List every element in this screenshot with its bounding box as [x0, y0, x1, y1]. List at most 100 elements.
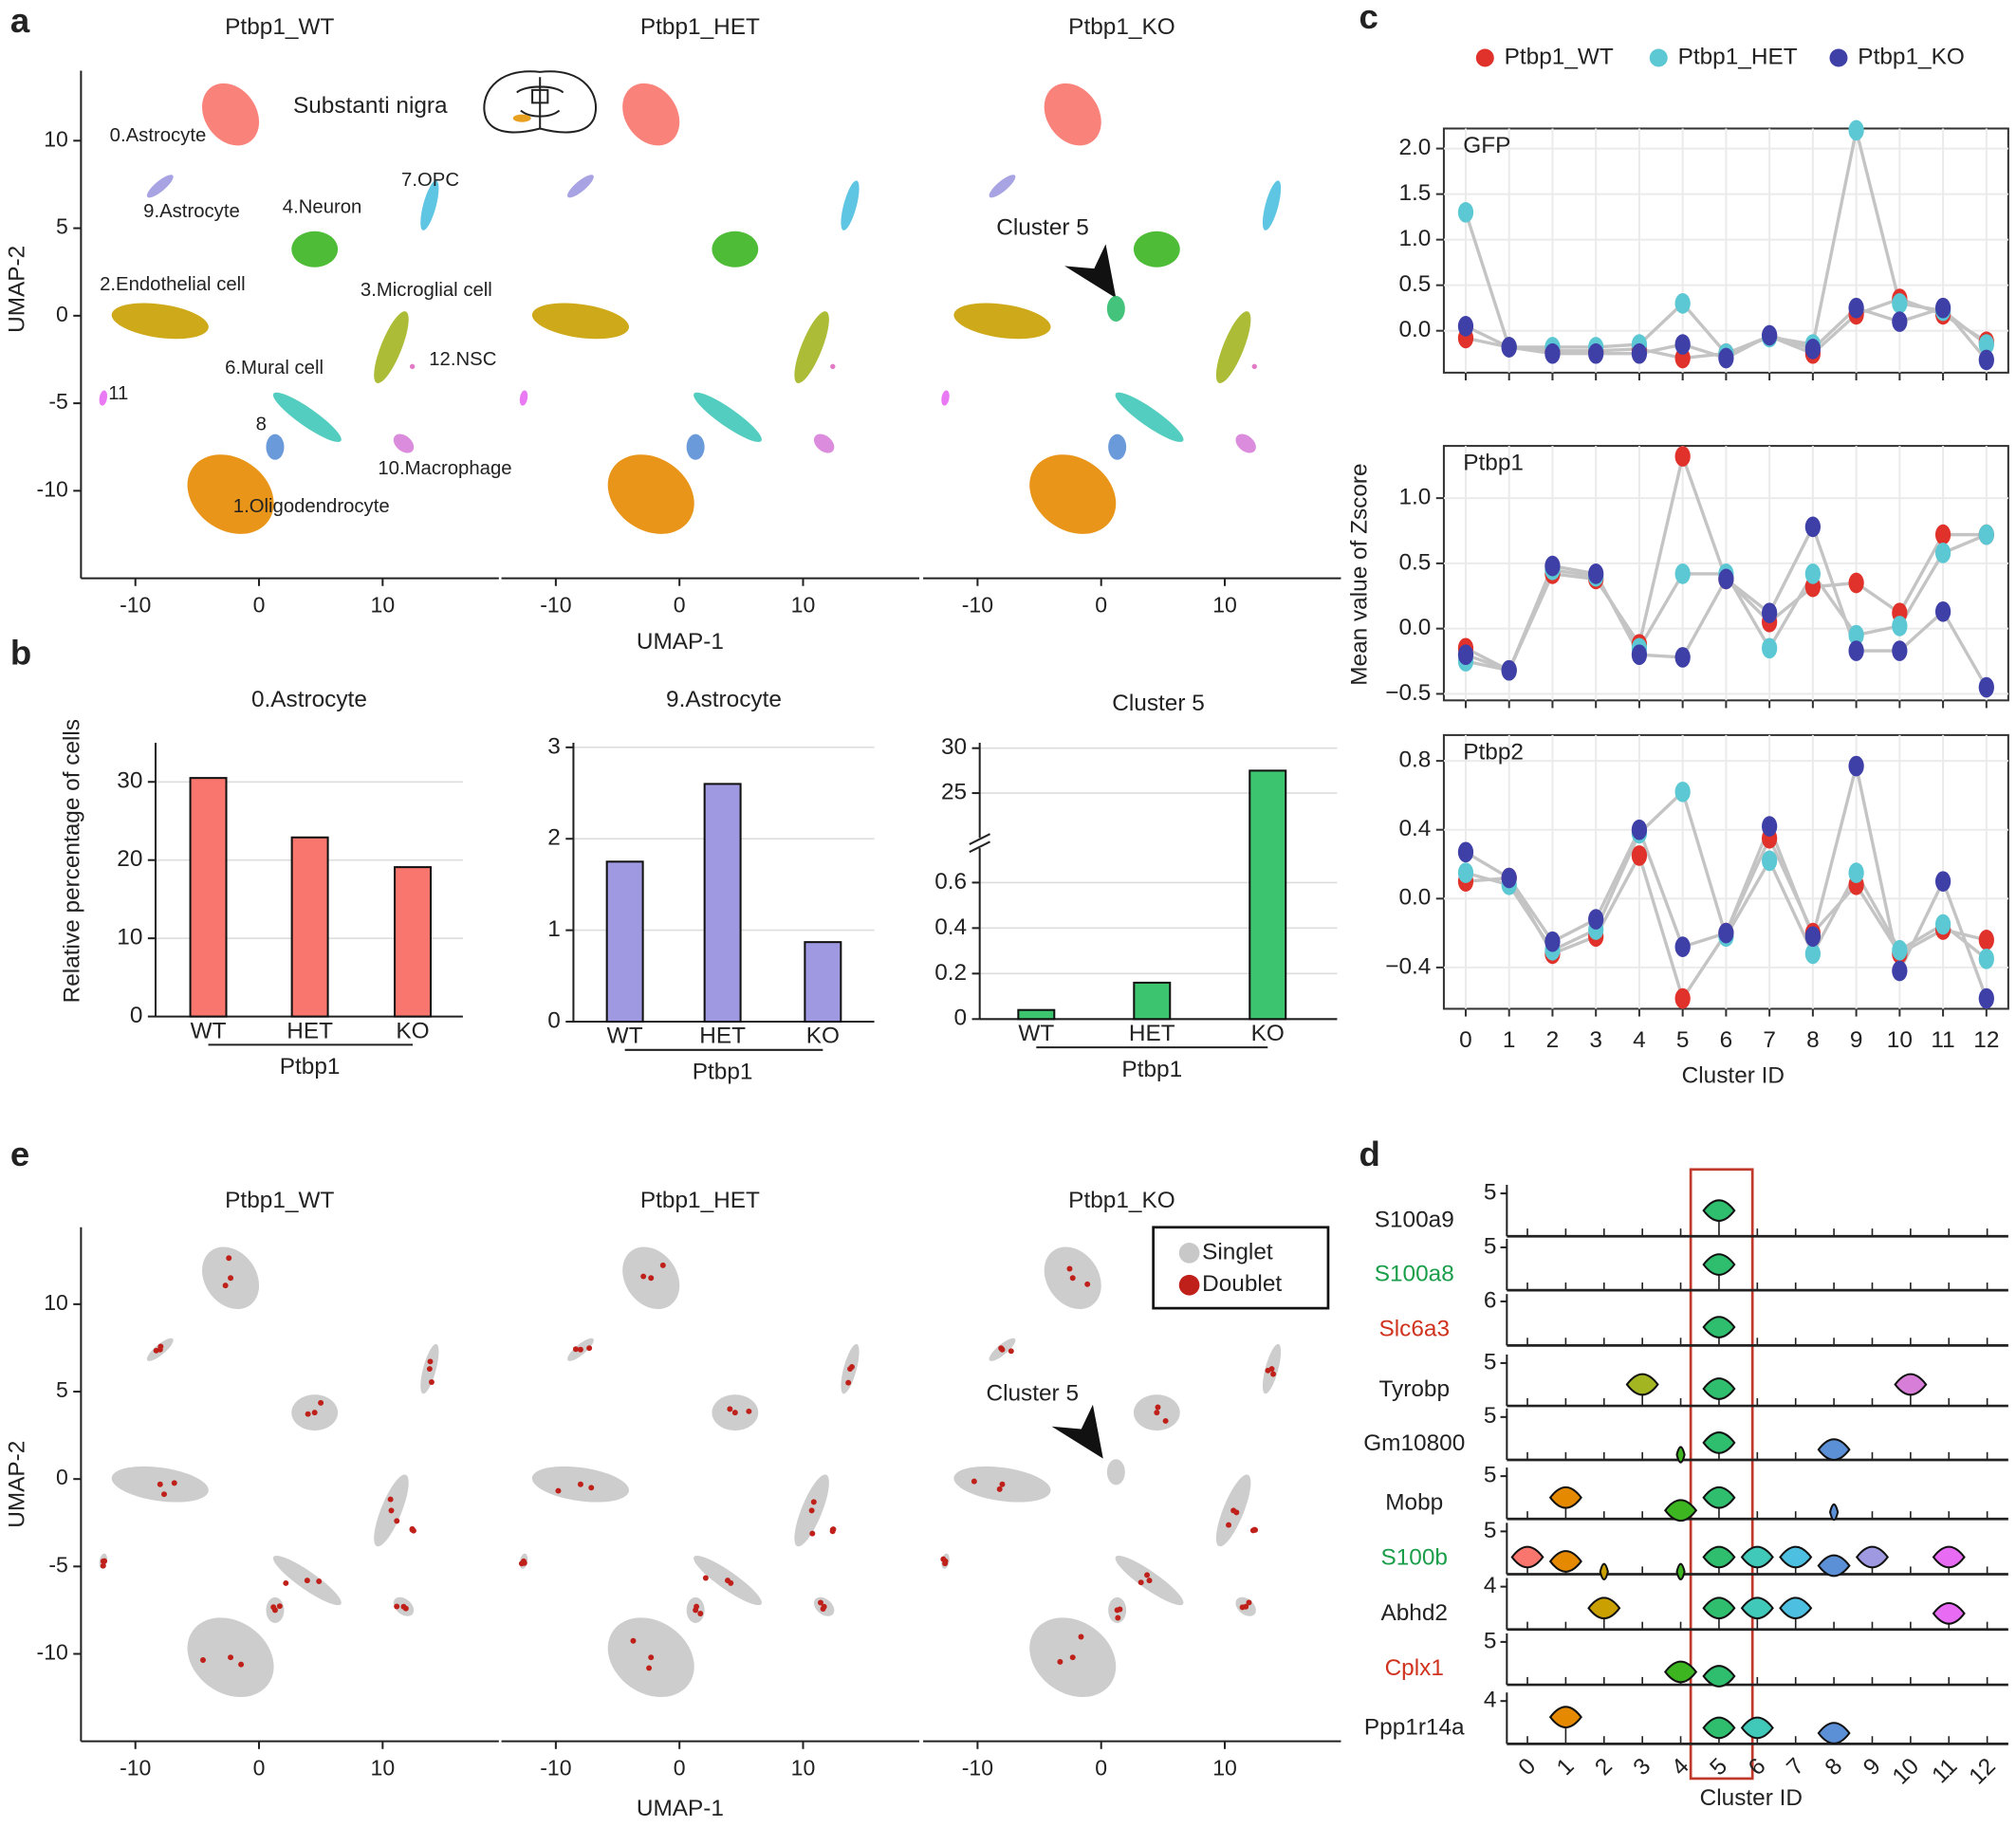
point [1892, 293, 1908, 314]
legend-marker [1649, 48, 1668, 67]
brain-ventricle [531, 88, 549, 104]
y-tick-label: 30 [117, 768, 142, 794]
cluster-label: 10.Macrophage [378, 458, 511, 479]
x-tick-label: -10 [120, 1756, 151, 1781]
cluster [1106, 1459, 1125, 1486]
cluster [409, 363, 416, 370]
y-tick-label: 25 [941, 780, 967, 805]
point [1978, 524, 1994, 545]
violin [1828, 1503, 1840, 1522]
x-tick-label: 2 [1546, 1027, 1560, 1053]
y-tick-label: 6 [1484, 1287, 1497, 1313]
point [1934, 524, 1951, 545]
doublet-dot [161, 1491, 167, 1498]
point [1762, 324, 1778, 346]
y-tick-label: -10 [37, 476, 68, 501]
cluster [953, 303, 1051, 340]
cluster [111, 303, 209, 340]
cluster-label: 2.Endothelial cell [100, 274, 246, 295]
doublet-dot [394, 1603, 400, 1610]
cluster [712, 231, 759, 268]
doublet-dot [659, 1262, 666, 1268]
y-tick-label: 1 [547, 916, 561, 942]
cluster [841, 180, 860, 231]
y-tick-label: -5 [48, 389, 67, 414]
cluster [99, 390, 108, 406]
violin [1675, 1562, 1686, 1580]
doublet-dot [228, 1275, 234, 1282]
point [1718, 568, 1734, 590]
doublet-dot [648, 1654, 655, 1661]
violin [1855, 1545, 1890, 1569]
point [1631, 644, 1648, 666]
point [1588, 563, 1604, 584]
y-tick-label: 30 [941, 734, 967, 760]
point [1978, 987, 1994, 1009]
point [1762, 816, 1778, 837]
doublet-dot [157, 1481, 163, 1487]
point [1674, 563, 1691, 584]
cluster [187, 454, 274, 534]
y-tick-label: 2.0 [1398, 135, 1431, 160]
doublet-dot [1008, 1348, 1014, 1355]
y-tick-label: 0.6 [934, 869, 967, 895]
point [1631, 845, 1648, 866]
point [1544, 342, 1561, 364]
doublet-dot [821, 1603, 827, 1610]
violin [1548, 1486, 1582, 1509]
point [1934, 914, 1951, 935]
x-tick-label: 1 [1552, 1753, 1580, 1781]
y-axis-label: Relative percentage of cells [60, 719, 85, 1003]
y-tick-label: 20 [117, 846, 142, 872]
doublet-dot [1078, 1633, 1084, 1640]
x-tick-label: 5 [1705, 1753, 1732, 1781]
cluster [1235, 434, 1256, 453]
cluster-label: 0.Astrocyte [110, 125, 207, 146]
panel-letter: d [1359, 1135, 1379, 1173]
doublet-dot [697, 1610, 704, 1616]
violin [1702, 1377, 1736, 1400]
doublet-dot [1146, 1578, 1153, 1584]
point [1848, 624, 1864, 646]
legend-label: Ptbp1_WT [1505, 44, 1614, 69]
doublet-dot [728, 1579, 734, 1586]
point [1718, 347, 1734, 369]
doublet-dot [276, 1603, 283, 1610]
doublet-dot [746, 1408, 752, 1414]
point [1674, 334, 1691, 355]
doublet-dot [226, 1255, 232, 1262]
legend-marker [1178, 1243, 1200, 1264]
point [1892, 616, 1908, 637]
cluster [146, 175, 174, 198]
point [1501, 659, 1517, 681]
doublet-dot [157, 1343, 164, 1350]
doublet-dot [996, 1486, 1003, 1492]
doublet-dot [1084, 1281, 1091, 1287]
doublet-dot [810, 1499, 817, 1505]
y-tick-label: 0.0 [1398, 615, 1431, 640]
panel-title: Ptbp1 [1463, 450, 1524, 475]
x-axis-label: Ptbp1 [693, 1060, 753, 1085]
legend-marker [1475, 48, 1494, 67]
violin [1932, 1545, 1966, 1569]
point [1848, 120, 1864, 141]
x-tick-label: KO [806, 1024, 840, 1049]
cluster [1106, 295, 1125, 323]
y-tick-label: 5 [1484, 1349, 1497, 1375]
cluster [266, 434, 285, 460]
point [1892, 960, 1908, 982]
cluster [393, 434, 415, 453]
y-tick-label: 5 [1484, 1233, 1497, 1259]
y-tick-label: 0.0 [1398, 885, 1431, 911]
y-tick-label: 1.0 [1398, 485, 1431, 510]
x-tick-label: 0 [253, 593, 266, 618]
cluster [420, 180, 439, 231]
x-tick-label: 0 [1095, 593, 1107, 618]
y-tick-label: 0.5 [1398, 549, 1431, 575]
y-tick-label: 0 [954, 1006, 968, 1031]
bar [1017, 1008, 1056, 1021]
cluster [1044, 83, 1101, 146]
doublet-dot [586, 1345, 593, 1352]
brain-region [512, 114, 531, 122]
